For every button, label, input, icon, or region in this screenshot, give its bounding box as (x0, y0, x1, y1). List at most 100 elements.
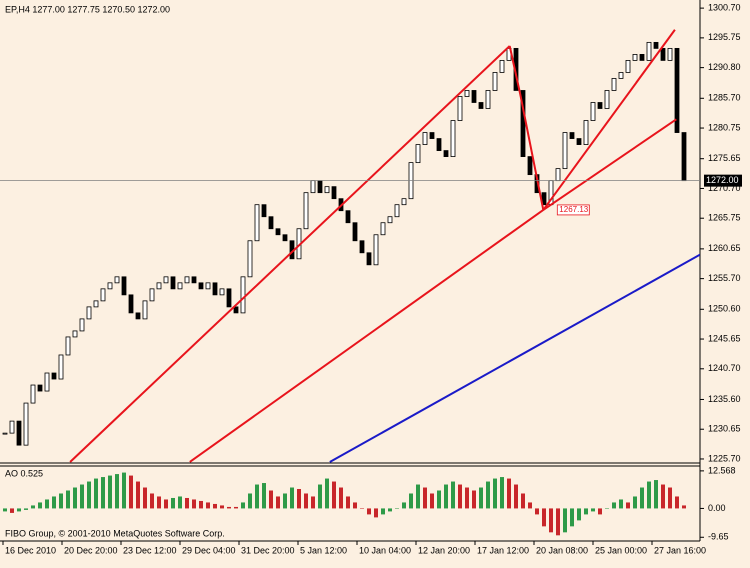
y-tick-label: 1255.70 (708, 273, 741, 283)
ao-bar (577, 508, 581, 521)
ao-bar (444, 484, 448, 509)
ao-bar (290, 487, 294, 509)
candle (450, 120, 456, 157)
ao-bar (605, 508, 609, 509)
ao-bar (122, 472, 126, 509)
ao-bar (59, 493, 63, 509)
ao-bar (430, 493, 434, 509)
ao-bar (143, 487, 147, 509)
candle (345, 210, 351, 224)
ao-bar (381, 508, 385, 515)
ao-bar (353, 502, 357, 509)
candle (590, 102, 596, 121)
ao-bar (542, 508, 546, 527)
candle (135, 312, 141, 320)
ao-bar (479, 487, 483, 509)
candle (44, 372, 50, 392)
candle (177, 282, 183, 290)
ao-bar (619, 499, 623, 509)
ao-bar (346, 496, 350, 509)
x-tick-label: 20 Dec 20:00 (64, 545, 118, 555)
ao-bar (493, 478, 497, 509)
trend-line (69, 45, 511, 463)
ao-bar (24, 508, 28, 510)
ao-bar (570, 508, 574, 527)
ao-bar (521, 493, 525, 509)
candle (303, 192, 309, 230)
ao-bar (388, 508, 392, 512)
ao-bar (213, 503, 217, 509)
candle (394, 204, 400, 218)
ao-bar (626, 502, 630, 509)
ao-bar (507, 478, 511, 509)
trend-line (189, 118, 677, 463)
y-tick-label: 1240.70 (708, 363, 741, 373)
last-price-box (704, 174, 742, 187)
candle (597, 102, 603, 109)
candle (380, 222, 386, 236)
ao-bar (332, 481, 336, 509)
ao-bar (248, 493, 252, 509)
ao-bar (549, 508, 553, 533)
ao-bar (647, 481, 651, 509)
candle (37, 384, 43, 392)
candle (310, 180, 316, 194)
ao-bar (220, 505, 224, 509)
candle (170, 276, 176, 290)
ao-bar (682, 505, 686, 509)
ao-bar (129, 475, 133, 509)
ao-bar (339, 487, 343, 509)
candle (527, 156, 533, 176)
ao-bar (227, 506, 231, 509)
candle (415, 144, 421, 164)
ao-bar (87, 481, 91, 509)
candle (429, 132, 435, 139)
candle (478, 102, 484, 109)
candle (51, 372, 57, 380)
candle (23, 402, 29, 446)
ao-bar (360, 508, 364, 509)
candle (485, 90, 491, 109)
y-tick-label: 1245.65 (708, 333, 741, 343)
ao-bar (311, 496, 315, 509)
candle (471, 90, 477, 103)
ao-bar (206, 502, 210, 509)
candle (191, 276, 197, 284)
ao-bar (528, 502, 532, 509)
candle (2, 432, 8, 435)
ao-bar (185, 497, 189, 509)
candle (366, 252, 372, 266)
chart-title: EP,H4 1277.00 1277.75 1270.50 1272.00 (5, 4, 170, 14)
ao-bar (472, 490, 476, 509)
y-tick-label: 1280.75 (708, 122, 741, 132)
candle (107, 282, 113, 290)
candle (65, 336, 71, 356)
ao-bar (458, 484, 462, 509)
x-tick-label: 12 Jan 20:00 (418, 545, 470, 555)
candle (401, 198, 407, 206)
ao-bar (199, 500, 203, 509)
ao-bar (325, 478, 329, 509)
ao-bar (45, 499, 49, 509)
candle (618, 72, 624, 79)
ao-bar (101, 477, 105, 509)
y-tick-label: 1300.70 (708, 2, 741, 12)
candle (562, 132, 568, 170)
ao-bar (500, 477, 504, 509)
y-tick-label: 1250.60 (708, 304, 741, 314)
y-tick-label: 12.568 (708, 465, 736, 475)
candle (387, 216, 393, 224)
candle (184, 276, 190, 284)
candle (86, 306, 92, 320)
ao-bar (423, 487, 427, 509)
y-tick-label: 1275.65 (708, 153, 741, 163)
ao-bar (661, 484, 665, 509)
candle (436, 138, 442, 151)
trend-line (329, 253, 700, 463)
candle (492, 72, 498, 91)
ao-bar (584, 508, 588, 515)
candle (555, 168, 561, 182)
